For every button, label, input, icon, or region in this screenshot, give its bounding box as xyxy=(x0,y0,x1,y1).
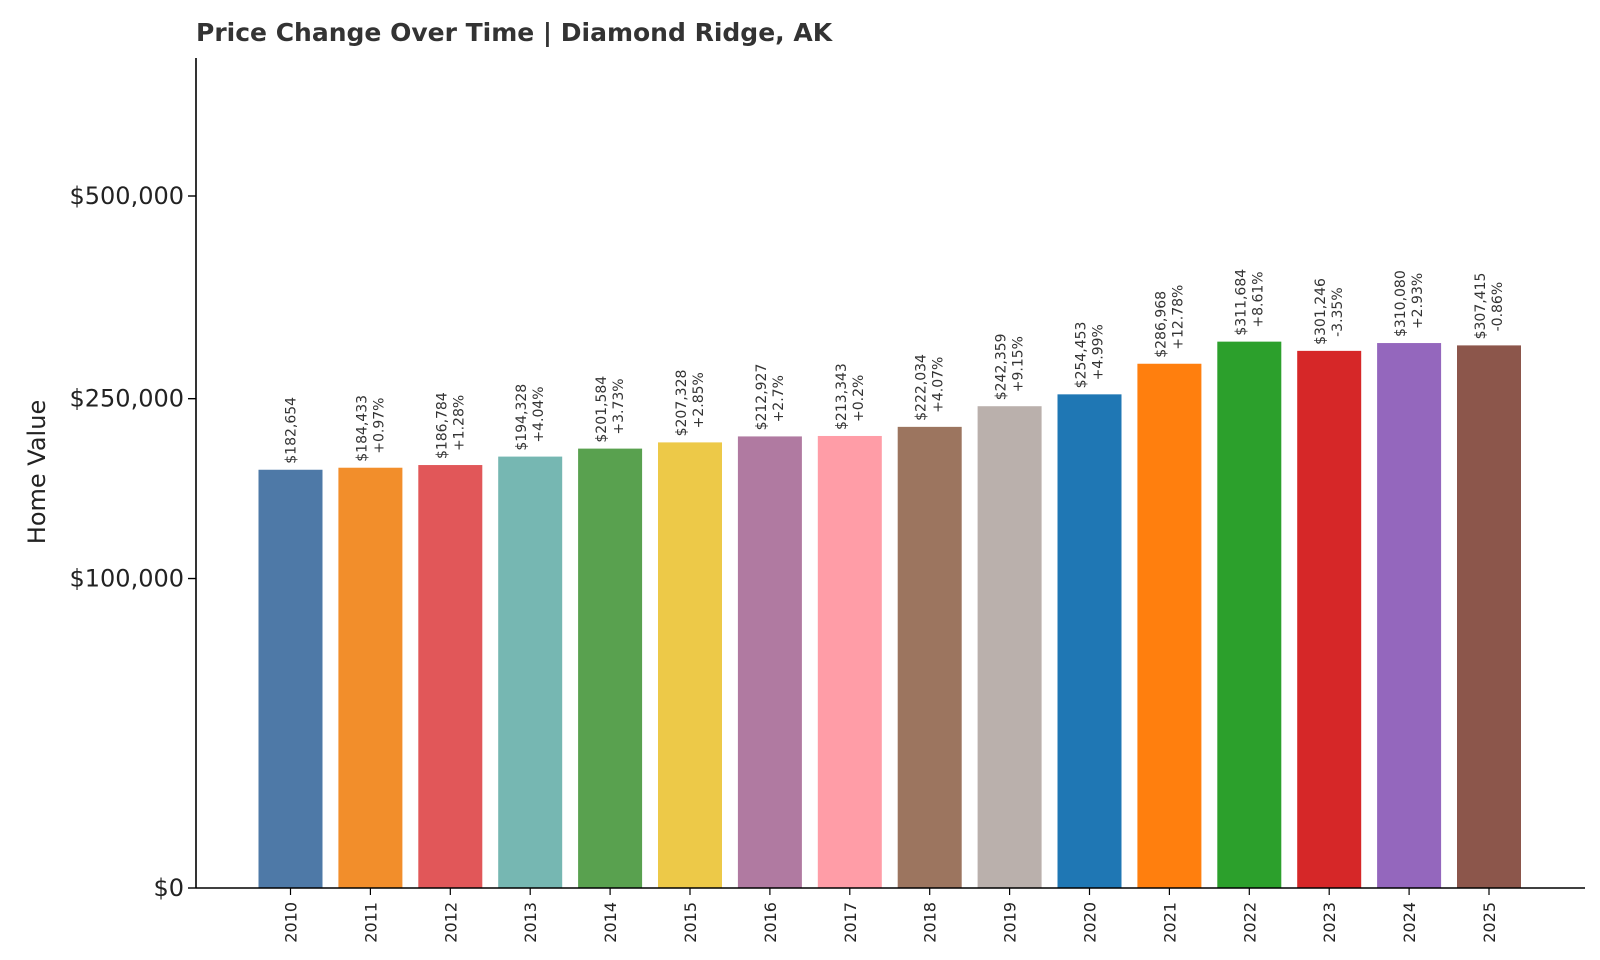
x-tick-label: 2021 xyxy=(1160,902,1179,943)
bar-2014 xyxy=(578,449,642,888)
bar-value-label: $194,328 xyxy=(514,384,530,451)
bar-2010 xyxy=(259,470,323,888)
bar-change-label: +4.99% xyxy=(1091,324,1107,380)
bar-change-label: +0.2% xyxy=(851,375,867,422)
x-tick-label: 2011 xyxy=(361,902,380,943)
bar-2015 xyxy=(658,442,722,888)
x-tick-label: 2024 xyxy=(1400,902,1419,943)
bar-value-label: $182,654 xyxy=(284,397,300,464)
bar-2018 xyxy=(898,427,962,888)
y-tick-label: $500,000 xyxy=(69,182,184,210)
x-tick-label: 2016 xyxy=(761,902,780,943)
bar-2024 xyxy=(1377,343,1441,888)
bar-change-label: +2.93% xyxy=(1410,273,1426,329)
bar-value-label: $254,453 xyxy=(1074,322,1090,389)
bar-2016 xyxy=(738,436,802,888)
x-tick-label: 2023 xyxy=(1320,902,1339,943)
y-axis: $0 $100,000 $250,000 $500,000 xyxy=(69,58,196,902)
bar-value-label: $310,080 xyxy=(1393,270,1409,337)
bar-value-label: $186,784 xyxy=(434,392,450,459)
bar-value-label: $307,415 xyxy=(1473,273,1489,340)
bar-2021 xyxy=(1137,364,1201,888)
bar-change-label: +2.85% xyxy=(691,372,707,428)
bar-value-label: $301,246 xyxy=(1313,278,1329,345)
bar-change-label: +8.61% xyxy=(1250,271,1266,327)
bar-value-label: $184,433 xyxy=(354,395,370,462)
bar-change-label: +12.78% xyxy=(1170,285,1186,350)
x-tick-label: 2025 xyxy=(1480,902,1499,943)
bar-value-label: $311,684 xyxy=(1233,269,1249,336)
x-tick-label: 2014 xyxy=(601,902,620,943)
bar-change-label: +4.07% xyxy=(931,357,947,413)
x-tick-label: 2020 xyxy=(1081,902,1100,943)
bar-change-label: +0.97% xyxy=(371,397,387,453)
bar-change-label: +3.73% xyxy=(611,378,627,434)
bar-change-label: +9.15% xyxy=(1011,336,1027,392)
bar-value-label: $242,359 xyxy=(994,333,1010,400)
y-tick-label: $250,000 xyxy=(69,385,184,413)
x-tick-label: 2012 xyxy=(441,902,460,943)
y-tick-label: $100,000 xyxy=(69,565,184,593)
bar-2025 xyxy=(1457,345,1521,888)
bar-change-label: +4.04% xyxy=(531,386,547,442)
x-tick-label: 2022 xyxy=(1240,902,1259,943)
bar-2012 xyxy=(418,465,482,888)
y-tick-label: $0 xyxy=(153,874,184,902)
bar-value-label: $201,584 xyxy=(594,376,610,443)
bar-change-label: +1.28% xyxy=(451,395,467,451)
bar-value-label: $212,927 xyxy=(754,364,770,431)
bar-value-label: $207,328 xyxy=(674,370,690,437)
bar-change-label: -3.35% xyxy=(1330,287,1346,337)
x-axis: 2010 2011 2012 2013 2014 2015 2016 2017 2018 2019… xyxy=(196,888,1585,943)
x-tick-label: 2010 xyxy=(282,902,301,943)
bar-2020 xyxy=(1058,394,1122,888)
bar-2022 xyxy=(1217,342,1281,888)
bar-2019 xyxy=(978,406,1042,888)
x-tick-label: 2018 xyxy=(921,902,940,943)
bar-value-label: $222,034 xyxy=(914,354,930,421)
bar-2011 xyxy=(338,468,402,888)
y-axis-label: Home Value xyxy=(23,400,51,544)
x-tick-label: 2013 xyxy=(521,902,540,943)
bar-2013 xyxy=(498,457,562,888)
bar-change-label: +2.7% xyxy=(771,375,787,422)
bar-change-label: -0.86% xyxy=(1490,282,1506,332)
bar-2017 xyxy=(818,436,882,888)
bar-2023 xyxy=(1297,351,1361,888)
x-tick-label: 2015 xyxy=(681,902,700,943)
x-tick-label: 2017 xyxy=(841,902,860,943)
x-tick-label: 2019 xyxy=(1001,902,1020,943)
bar-value-label: $213,343 xyxy=(834,363,850,430)
bar-value-label: $286,968 xyxy=(1153,291,1169,358)
